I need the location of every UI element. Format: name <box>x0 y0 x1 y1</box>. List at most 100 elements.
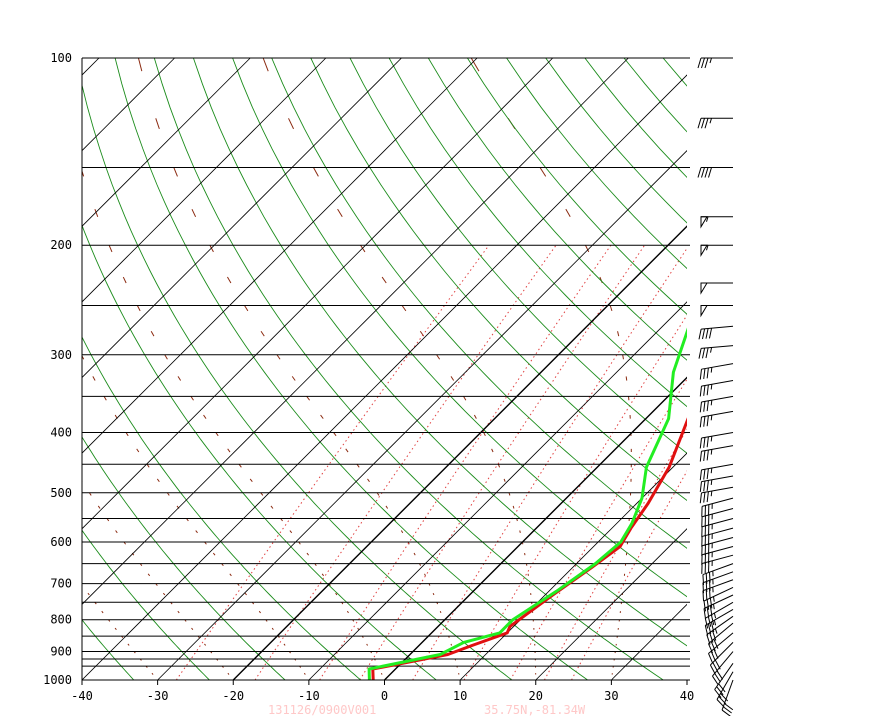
moist-adiabat-dash <box>715 564 716 566</box>
wind-barb-half <box>709 118 712 124</box>
wind-barb-full <box>710 614 715 626</box>
moist-adiabat-dash <box>512 505 515 509</box>
moist-adiabat-dash <box>13 355 15 359</box>
moist-adiabat-dash <box>751 415 752 419</box>
wind-barb <box>699 395 734 413</box>
wind-barb-full <box>697 118 702 129</box>
moist-adiabat-dash <box>136 448 140 453</box>
wind-barb-full <box>708 653 714 664</box>
moist-adiabat-dash <box>625 376 628 381</box>
moist-adiabat-dash <box>249 478 253 483</box>
wind-barb-full <box>707 623 712 634</box>
moist-adiabat-dash <box>271 627 274 630</box>
wind-barb-full <box>699 469 702 481</box>
moist-adiabat-dash <box>87 592 90 596</box>
wind-barb <box>699 380 734 397</box>
moist-adiabat-dash <box>191 627 194 630</box>
wind-barb-full <box>716 686 724 696</box>
dry-adiabat-line <box>388 58 687 408</box>
wind-barb-staff <box>701 536 734 547</box>
moist-adiabat-dash <box>35 245 37 252</box>
wind-barb <box>699 431 734 449</box>
temperature-tick-label: -40 <box>71 689 93 703</box>
wind-barb-full <box>702 347 706 359</box>
moist-adiabat-dash <box>12 479 14 482</box>
wind-barb-column <box>697 57 734 716</box>
wind-barb-full <box>703 401 706 412</box>
wind-barb-half <box>709 57 712 64</box>
footer-station-time: 131126/0900V001 <box>268 703 376 716</box>
wind-barb <box>700 244 733 258</box>
wind-barb-full <box>714 659 721 670</box>
wind-barb-full <box>699 416 702 428</box>
moist-adiabat-dash <box>760 376 761 380</box>
moist-adiabat-dash <box>736 479 737 482</box>
wind-barb-pennant <box>700 244 708 258</box>
wind-barb-full <box>703 437 706 448</box>
wind-barb-full <box>698 328 702 340</box>
footer-location: 35.75N,-81.34W <box>484 703 586 716</box>
isotherm-line <box>82 58 402 379</box>
wind-barb <box>698 345 734 359</box>
moist-adiabat-dash <box>785 245 786 252</box>
moist-adiabat-dash <box>276 354 281 360</box>
wind-barb-staff <box>701 363 734 370</box>
moist-adiabat-dash <box>609 305 613 312</box>
isotherm-lines <box>0 58 687 680</box>
mixing-ratio-line <box>463 314 687 680</box>
wind-barb-full <box>718 683 726 693</box>
moist-adiabat-dash <box>366 643 368 646</box>
wind-barb <box>701 545 734 566</box>
wind-barb-full <box>703 450 706 462</box>
wind-barb-half <box>706 216 709 222</box>
pressure-tick-label: 100 <box>50 51 72 65</box>
wind-barb-full <box>697 167 702 178</box>
dewpoint-profile-line <box>367 327 687 680</box>
wind-barb-full <box>712 675 719 686</box>
wind-barb-full <box>699 481 702 493</box>
moist-adiabat-dash <box>127 643 130 646</box>
moist-adiabat-dash <box>155 118 160 130</box>
moist-adiabat-dash <box>270 505 274 509</box>
wind-barb <box>701 554 734 574</box>
wind-barb-staff <box>701 431 734 439</box>
moist-adiabat-dash <box>291 376 296 381</box>
temperature-tick-labels: -40 -30 -20 -10 0 10 20 30 40 <box>71 689 694 703</box>
isotherm-line <box>0 58 23 680</box>
wind-barb <box>703 587 734 612</box>
temperature-tick-label: -20 <box>222 689 244 703</box>
dry-adiabat-line <box>82 529 210 680</box>
wind-barb-full <box>714 673 721 683</box>
wind-barb <box>701 508 734 528</box>
moist-adiabat-dash <box>385 505 389 509</box>
wind-barb-staff <box>706 615 734 636</box>
wind-barb <box>706 615 734 645</box>
wind-barb-half <box>710 415 713 421</box>
moist-adiabat-dash <box>2 118 4 129</box>
moist-adiabat-dash <box>164 354 168 360</box>
wind-barb-half <box>710 479 713 486</box>
wind-barb-half <box>710 347 713 353</box>
moist-adiabat-dash <box>306 396 311 401</box>
pressure-tick-label: 600 <box>50 535 72 549</box>
wind-barb-pennant <box>700 305 708 318</box>
wind-barb-staff <box>701 395 734 403</box>
wind-barb-full <box>712 630 717 641</box>
moist-adiabat-dash <box>739 464 740 467</box>
wind-barb-staff <box>702 563 734 576</box>
moist-adiabat-dash <box>381 276 387 284</box>
wind-barb-full <box>709 597 713 609</box>
moist-adiabat-dash <box>23 376 25 380</box>
moist-adiabat-dash <box>162 592 166 596</box>
moist-adiabat-dash <box>346 610 349 614</box>
moist-adiabat-dash <box>720 542 721 544</box>
moist-adiabat-dash <box>565 208 571 218</box>
isotherm-line <box>82 58 554 530</box>
moist-adiabat-dash <box>114 627 117 630</box>
isotherm-line <box>232 225 687 680</box>
wind-barb-full <box>708 643 714 654</box>
wind-barb-full <box>706 436 709 448</box>
wind-barb-full <box>706 480 709 491</box>
wind-barb-half <box>710 490 713 497</box>
moist-adiabat-dash <box>519 530 521 533</box>
